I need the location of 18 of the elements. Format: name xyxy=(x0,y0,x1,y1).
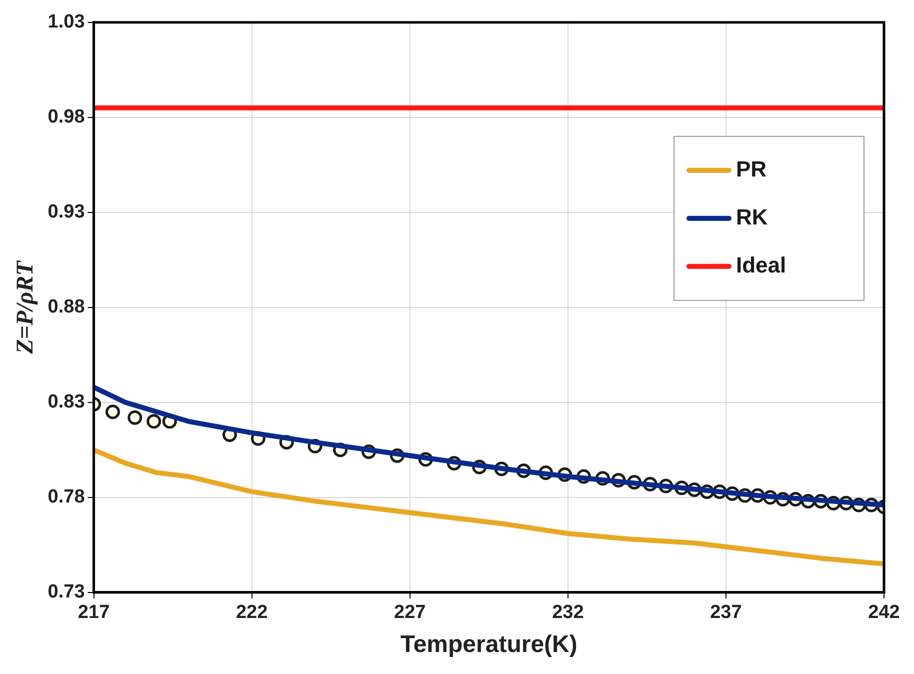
x-tick-label: 242 xyxy=(868,602,900,624)
x-tick-label: 237 xyxy=(710,602,742,624)
x-tick-label: 227 xyxy=(394,602,426,624)
x-tick-label: 232 xyxy=(552,602,584,624)
legend-label: RK xyxy=(736,204,768,230)
y-tick-label: 0.78 xyxy=(48,486,85,508)
legend-label: PR xyxy=(736,156,767,182)
y-tick-label: 0.88 xyxy=(48,296,85,318)
x-tick-label: 222 xyxy=(236,602,268,624)
x-axis-title: Temperature(K) xyxy=(400,631,578,658)
legend-label: Ideal xyxy=(736,252,786,278)
y-tick-label: 1.03 xyxy=(48,12,85,33)
y-tick-label: 0.73 xyxy=(48,582,85,603)
y-tick-label: 0.93 xyxy=(48,202,85,223)
y-tick-label: 0.98 xyxy=(48,106,85,128)
y-axis-title: Z=P/ρRT xyxy=(12,260,39,355)
y-tick-label: 0.83 xyxy=(48,392,85,413)
x-tick-label: 217 xyxy=(78,602,110,624)
